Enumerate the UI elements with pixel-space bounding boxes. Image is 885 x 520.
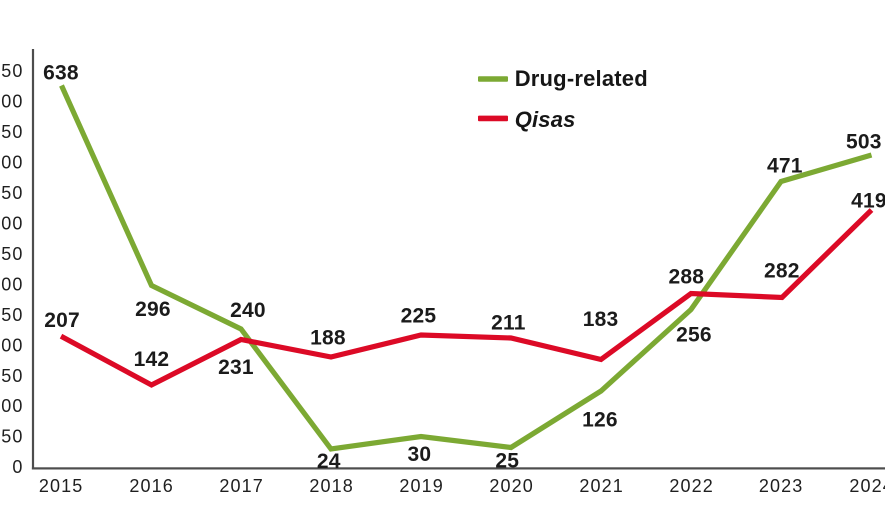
svg-text:282: 282 bbox=[764, 260, 800, 283]
svg-text:2021: 2021 bbox=[579, 476, 623, 496]
svg-text:2015: 2015 bbox=[39, 476, 83, 496]
svg-text:296: 296 bbox=[135, 298, 171, 321]
svg-text:2016: 2016 bbox=[129, 476, 173, 496]
svg-text:24: 24 bbox=[317, 450, 341, 473]
svg-text:2018: 2018 bbox=[309, 476, 353, 496]
svg-text:142: 142 bbox=[134, 348, 170, 371]
svg-text:30: 30 bbox=[408, 443, 432, 466]
svg-text:250: 250 bbox=[0, 305, 24, 325]
svg-text:150: 150 bbox=[0, 366, 24, 386]
svg-text:126: 126 bbox=[582, 409, 618, 432]
svg-text:200: 200 bbox=[0, 335, 24, 355]
svg-text:256: 256 bbox=[676, 324, 712, 347]
svg-text:2020: 2020 bbox=[489, 476, 533, 496]
svg-text:207: 207 bbox=[44, 309, 80, 332]
svg-text:300: 300 bbox=[0, 274, 24, 294]
svg-text:0: 0 bbox=[12, 457, 23, 477]
svg-text:25: 25 bbox=[495, 450, 519, 473]
svg-text:500: 500 bbox=[0, 153, 24, 173]
svg-text:2023: 2023 bbox=[759, 476, 803, 496]
svg-text:2017: 2017 bbox=[219, 476, 263, 496]
svg-text:550: 550 bbox=[0, 122, 24, 142]
svg-text:400: 400 bbox=[0, 213, 24, 233]
svg-text:231: 231 bbox=[218, 356, 254, 379]
svg-text:2019: 2019 bbox=[399, 476, 443, 496]
svg-text:638: 638 bbox=[43, 62, 79, 85]
svg-text:Drug-related: Drug-related bbox=[515, 66, 648, 91]
svg-text:188: 188 bbox=[310, 327, 346, 350]
svg-text:600: 600 bbox=[0, 92, 24, 112]
svg-text:Qisas: Qisas bbox=[515, 107, 576, 132]
svg-text:503: 503 bbox=[846, 130, 882, 153]
svg-text:471: 471 bbox=[767, 155, 803, 178]
svg-text:350: 350 bbox=[0, 244, 24, 264]
svg-text:50: 50 bbox=[1, 427, 23, 447]
svg-text:2022: 2022 bbox=[669, 476, 713, 496]
svg-text:419: 419 bbox=[851, 190, 885, 213]
svg-text:183: 183 bbox=[583, 308, 619, 331]
svg-text:225: 225 bbox=[401, 305, 437, 328]
svg-text:2024: 2024 bbox=[849, 476, 885, 496]
svg-text:211: 211 bbox=[491, 312, 526, 335]
svg-text:650: 650 bbox=[0, 61, 24, 81]
svg-text:100: 100 bbox=[0, 396, 24, 416]
svg-text:288: 288 bbox=[668, 266, 704, 289]
svg-text:240: 240 bbox=[230, 299, 266, 322]
svg-text:450: 450 bbox=[0, 183, 24, 203]
